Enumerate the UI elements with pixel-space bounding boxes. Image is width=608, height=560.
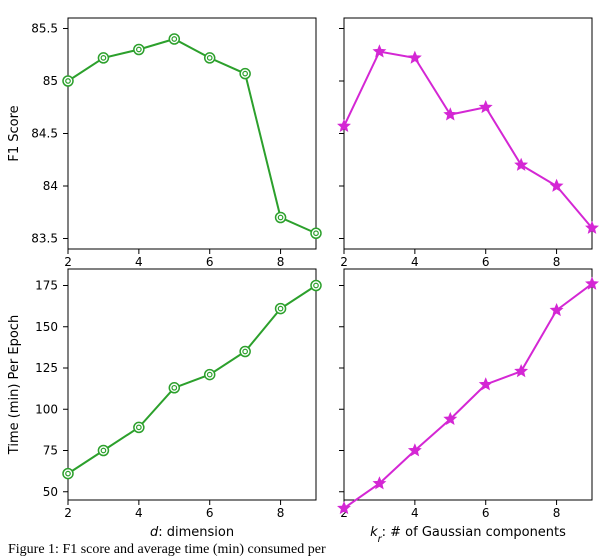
xtick-label: 4 bbox=[411, 506, 419, 520]
xtick-label: 6 bbox=[206, 255, 214, 269]
marker bbox=[515, 365, 526, 376]
xtick-label: 6 bbox=[482, 255, 490, 269]
series-line bbox=[344, 284, 592, 508]
ytick-label: 125 bbox=[35, 361, 58, 375]
xtick-label: 8 bbox=[553, 506, 561, 520]
xtick-label: 6 bbox=[206, 506, 214, 520]
marker bbox=[205, 53, 215, 63]
xtick-label: 4 bbox=[135, 506, 143, 520]
xtick-label: 2 bbox=[340, 255, 348, 269]
marker bbox=[311, 228, 321, 238]
marker bbox=[134, 422, 144, 432]
marker bbox=[98, 446, 108, 456]
xtick-label: 2 bbox=[64, 506, 72, 520]
figure-caption: Figure 1: F1 score and average time (min… bbox=[8, 542, 600, 558]
marker bbox=[169, 383, 179, 393]
marker bbox=[134, 45, 144, 55]
marker bbox=[338, 120, 349, 131]
xtick-label: 8 bbox=[553, 255, 561, 269]
marker bbox=[374, 46, 385, 57]
panel-top_right: 2 4 6 8 bbox=[338, 18, 597, 269]
marker bbox=[205, 370, 215, 380]
series-line bbox=[344, 52, 592, 228]
marker bbox=[551, 304, 562, 315]
panel-top_left: 2 4 6 8 83.5 84 84.5 85 85.5 F1 Score bbox=[7, 18, 321, 269]
marker bbox=[276, 213, 286, 223]
xtick-label: 6 bbox=[482, 506, 490, 520]
series-line bbox=[68, 39, 316, 233]
ytick-label: 84 bbox=[43, 179, 58, 193]
marker bbox=[169, 34, 179, 44]
ytick-label: 50 bbox=[43, 485, 58, 499]
panel-bottom_left: 2 4 6 8 50 75 100 125 150 175 Time (min) Per Epoch… bbox=[7, 269, 321, 540]
marker bbox=[480, 101, 491, 112]
marker bbox=[63, 469, 73, 479]
marker bbox=[276, 304, 286, 314]
figure-svg: 246883.58484.58585.5F1 Score246824685075… bbox=[0, 0, 608, 560]
ytick-label: 83.5 bbox=[31, 232, 58, 246]
xtick-label: 4 bbox=[411, 255, 419, 269]
xtick-label: 2 bbox=[64, 255, 72, 269]
xtick-label: 8 bbox=[277, 506, 285, 520]
marker bbox=[240, 347, 250, 357]
xtick-label: 8 bbox=[277, 255, 285, 269]
ytick-label: 75 bbox=[43, 444, 58, 458]
ytick-label: 85 bbox=[43, 74, 58, 88]
marker bbox=[445, 109, 456, 120]
figure-container: 246883.58484.58585.5F1 Score246824685075… bbox=[0, 0, 608, 560]
marker bbox=[311, 281, 321, 291]
marker bbox=[98, 53, 108, 63]
ytick-label: 175 bbox=[35, 279, 58, 293]
ytick-label: 100 bbox=[35, 402, 58, 416]
xlabel: d: dimension bbox=[150, 525, 234, 540]
xtick-label: 4 bbox=[135, 255, 143, 269]
panel-bottom_right: 2468kr: # of Gaussian components bbox=[338, 269, 597, 545]
marker bbox=[240, 69, 250, 79]
ytick-label: 84.5 bbox=[31, 127, 58, 141]
ytick-label: 150 bbox=[35, 320, 58, 334]
ylabel: Time (min) Per Epoch bbox=[7, 315, 22, 455]
ylabel: F1 Score bbox=[7, 105, 22, 161]
ytick-label: 85.5 bbox=[31, 22, 58, 36]
marker bbox=[63, 76, 73, 86]
marker bbox=[409, 52, 420, 63]
